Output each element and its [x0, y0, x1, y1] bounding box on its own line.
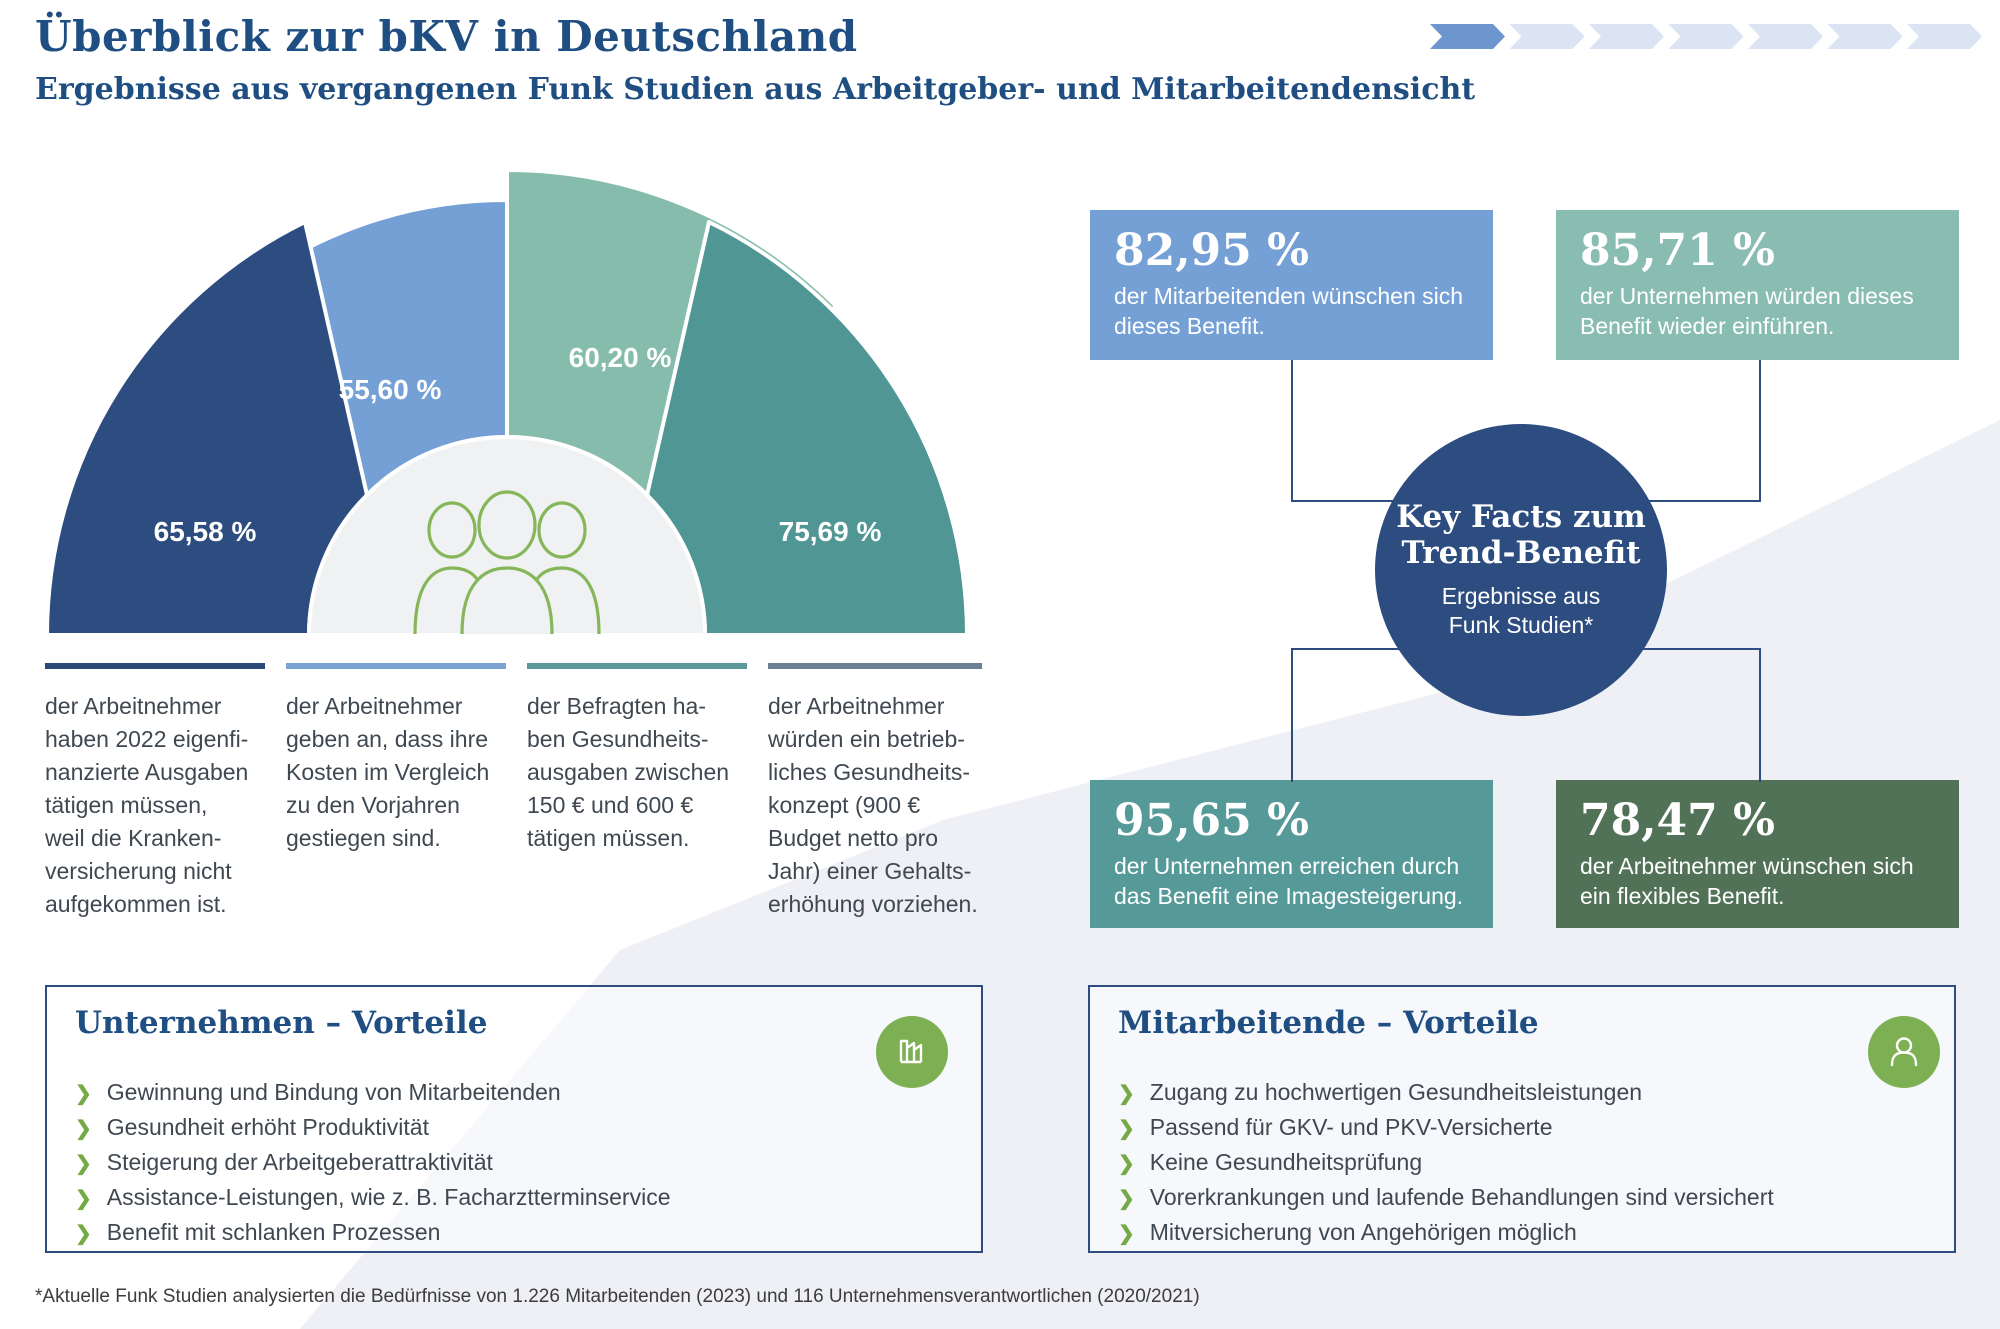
employee-icon-badge: [1868, 1016, 1940, 1088]
list-item: ❯ Keine Gesundheitsprüfung: [1118, 1149, 1774, 1184]
chevron-bullet-icon: ❯: [1118, 1118, 1135, 1140]
progress-step-7-icon: [1907, 24, 1982, 49]
stat-value: 82,95 %: [1114, 225, 1309, 276]
progress-chevron-bar: [1430, 24, 1982, 49]
stat-description: der Arbeitnehmer wünschen sich ein flexi…: [1580, 852, 1914, 909]
fan-description-1: der Arbeitnehmer haben 2022 eigenfi- nan…: [45, 693, 249, 917]
benefit-text: Zugang zu hochwertigen Gesundheitsleistu…: [1149, 1079, 1643, 1105]
benefit-text: Gesundheit erhöht Produktivität: [106, 1114, 429, 1140]
fan-chart: [45, 167, 969, 637]
list-item: ❯ Assistance-Leistungen, wie z. B. Fachar…: [75, 1184, 671, 1219]
chevron-bullet-icon: ❯: [75, 1223, 92, 1245]
company-benefits-box: Unternehmen – Vorteile ❯ Gewinnung und Bi…: [45, 985, 983, 1253]
footnote: *Aktuelle Funk Studien analysierten die …: [35, 1286, 1200, 1307]
factory-icon: [899, 1039, 923, 1064]
chevron-bullet-icon: ❯: [1118, 1188, 1135, 1210]
fan-description-4: der Arbeitnehmer würden ein betrieb- lic…: [768, 693, 978, 917]
list-item: ❯ Vorerkrankungen und laufende Behandlung…: [1118, 1184, 1774, 1219]
list-item: ❯ Gewinnung und Bindung von Mitarbeitende…: [75, 1079, 671, 1114]
page-subtitle: Ergebnisse aus vergangenen Funk Studien …: [35, 72, 1476, 107]
chevron-bullet-icon: ❯: [1118, 1223, 1135, 1245]
column-rule-1: [45, 663, 265, 669]
benefit-text: Steigerung der Arbeitgeberattraktivität: [106, 1149, 493, 1175]
key-facts-subtitle: Ergebnisse aus Funk Studien*: [1441, 582, 1601, 638]
benefit-text: Vorerkrankungen und laufende Behandlunge…: [1149, 1184, 1774, 1210]
list-item: ❯ Passend für GKV- und PKV-Versicherte: [1118, 1114, 1774, 1149]
progress-step-2-icon: [1509, 24, 1585, 49]
progress-step-1-active-icon: [1430, 24, 1505, 49]
chevron-bullet-icon: ❯: [1118, 1083, 1135, 1105]
list-item: ❯ Mitversicherung von Angehörigen möglich: [1118, 1219, 1774, 1254]
stat-box-flexible-benefit: 78,47 % der Arbeitnehmer wünschen sich e…: [1556, 780, 1959, 928]
benefit-text: Keine Gesundheitsprüfung: [1149, 1149, 1423, 1175]
benefit-text: Passend für GKV- und PKV-Versicherte: [1149, 1114, 1553, 1140]
chevron-bullet-icon: ❯: [75, 1118, 92, 1140]
person-icon: [1890, 1037, 1918, 1067]
chevron-bullet-icon: ❯: [75, 1188, 92, 1210]
chevron-bullet-icon: ❯: [75, 1153, 92, 1175]
stat-description: der Unternehmen erreichen durch das Bene…: [1114, 852, 1464, 909]
stat-box-image-gain: 95,65 % der Unternehmen erreichen durch …: [1090, 780, 1493, 928]
key-facts-title: Key Facts zum Trend-Benefit: [1396, 498, 1646, 571]
stat-description: der Mitarbeitenden wünschen sich dieses …: [1114, 282, 1464, 339]
benefit-text: Assistance-Leistungen, wie z. B. Facharz…: [106, 1184, 671, 1210]
employee-benefits-title: Mitarbeitende – Vorteile: [1118, 1005, 1539, 1041]
fan-description-2: der Arbeitnehmer geben an, dass ihre Kos…: [286, 693, 490, 851]
benefit-text: Gewinnung und Bindung von Mitarbeitenden: [106, 1079, 561, 1105]
employee-benefits-list: ❯ Zugang zu hochwertigen Gesundheitsleist…: [1118, 1079, 1774, 1254]
chevron-bullet-icon: ❯: [75, 1083, 92, 1105]
fan-value-health-spending: 60,20 %: [568, 342, 672, 373]
chevron-bullet-icon: ❯: [1118, 1153, 1135, 1175]
column-rule-2: [286, 663, 506, 669]
benefit-text: Benefit mit schlanken Prozessen: [106, 1219, 441, 1245]
company-icon-badge: [876, 1016, 948, 1088]
employee-benefits-box: Mitarbeitende – Vorteile ❯ Zugang zu hoch…: [1088, 985, 1956, 1253]
list-item: ❯ Benefit mit schlanken Prozessen: [75, 1219, 671, 1254]
column-rule-3: [527, 663, 747, 669]
progress-step-3-icon: [1589, 24, 1664, 49]
fan-value-health-concept: 75,69 %: [778, 516, 882, 547]
stat-box-employees-wish: 82,95 % der Mitarbeitenden wünschen sich…: [1090, 210, 1493, 360]
stat-value: 85,71 %: [1580, 225, 1775, 276]
key-facts-circle: Key Facts zum Trend-Benefit Ergebnisse a…: [1375, 424, 1667, 716]
page-title: Überblick zur bKV in Deutschland: [35, 12, 858, 61]
fan-value-own-expenses: 65,58 %: [153, 516, 257, 547]
stat-value: 95,65 %: [1114, 795, 1309, 846]
company-benefits-title: Unternehmen – Vorteile: [75, 1005, 488, 1041]
progress-step-4-icon: [1668, 24, 1744, 49]
list-item: ❯ Zugang zu hochwertigen Gesundheitsleist…: [1118, 1079, 1774, 1114]
list-item: ❯ Gesundheit erhöht Produktivität: [75, 1114, 671, 1149]
fan-description-3: der Befragten ha- ben Gesundheits- ausga…: [527, 693, 730, 851]
benefit-text: Mitversicherung von Angehörigen möglich: [1149, 1219, 1577, 1245]
people-group-icon: [413, 490, 601, 635]
progress-step-5-icon: [1748, 24, 1823, 49]
stat-value: 78,47 %: [1580, 795, 1775, 846]
fan-value-cost-increase: 55,60 %: [338, 374, 442, 405]
stat-box-reintroduce: 85,71 % der Unternehmen würden dieses Be…: [1556, 210, 1959, 360]
progress-step-6-icon: [1827, 24, 1903, 49]
list-item: ❯ Steigerung der Arbeitgeberattraktivität: [75, 1149, 671, 1184]
stat-description: der Unternehmen würden dieses Benefit wi…: [1580, 282, 1914, 339]
column-rule-4: [768, 663, 982, 669]
company-benefits-list: ❯ Gewinnung und Bindung von Mitarbeitende…: [75, 1079, 671, 1254]
